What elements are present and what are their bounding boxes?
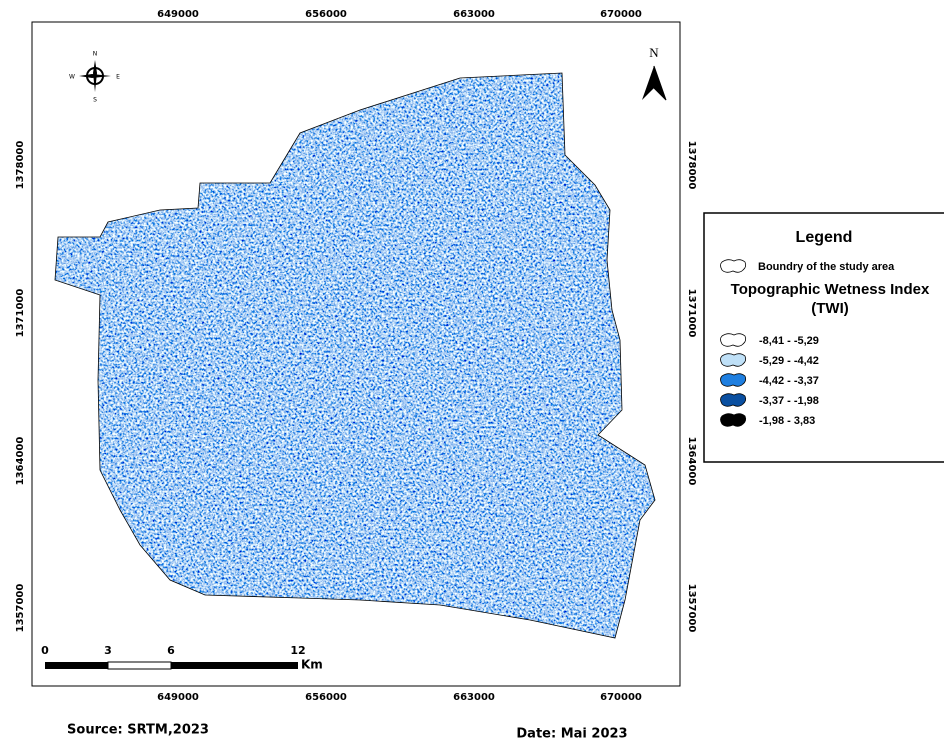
y-coord-right: 1357000 [686,584,697,633]
y-coord-right: 1378000 [686,141,697,190]
compass-s: S [93,97,97,104]
legend-title: Legend [796,229,853,246]
x-coord-bottom: 670000 [600,692,642,703]
y-coord-left: 1364000 [15,437,26,486]
x-coord-top: 656000 [305,9,347,20]
scale-label: 12 [290,644,305,657]
compass-w: W [69,74,75,81]
y-coord-right: 1364000 [686,437,697,486]
y-coord-left: 1357000 [15,584,26,633]
legend-class-label: -4,42 - -3,37 [759,375,819,387]
y-coord-left: 1378000 [15,141,26,190]
legend-swatch [721,394,746,407]
legend-class-label: -3,37 - -1,98 [759,395,819,407]
scale-label: 6 [167,644,175,657]
source: Source: SRTM,2023 [67,723,209,738]
x-coord-top: 663000 [453,9,495,20]
x-coord-top: 649000 [157,9,199,20]
legend-class-label: -1,98 - 3,83 [759,415,815,427]
legend-heading: Topographic Wetness Index [731,281,930,298]
compass-n: N [93,51,98,58]
scale-label: 0 [41,644,49,657]
legend-subheading: (TWI) [811,300,848,317]
y-coord-left: 1371000 [15,289,26,338]
legend-swatch [721,374,746,387]
x-coord-bottom: 656000 [305,692,347,703]
legend-class-label: -5,29 - -4,42 [759,355,819,367]
x-coord-top: 670000 [600,9,642,20]
legend-class-label: -8,41 - -5,29 [759,335,819,347]
date: Date: Mai 2023 [516,727,627,742]
legend-swatch [721,414,746,427]
north-arrow: N [642,45,666,100]
legend-swatch [721,334,746,347]
y-coord-right: 1371000 [686,289,697,338]
north-label: N [649,45,659,60]
scale-label: 3 [104,644,112,657]
x-coord-bottom: 649000 [157,692,199,703]
compass-e: E [116,74,120,81]
compass-rose: N E S W [69,51,120,104]
legend-boundary: Boundry of the study area [758,261,895,273]
legend-swatch [721,354,746,367]
legend: Legend Boundry of the study area Topogra… [704,213,944,462]
scale-unit: Km [301,658,323,672]
scale-bar: 0 3 6 12 Km [41,644,323,672]
x-coord-bottom: 663000 [453,692,495,703]
twi-raster [50,70,660,645]
map-page: 649000 649000 656000 656000 663000 663000 6700… [0,0,944,744]
